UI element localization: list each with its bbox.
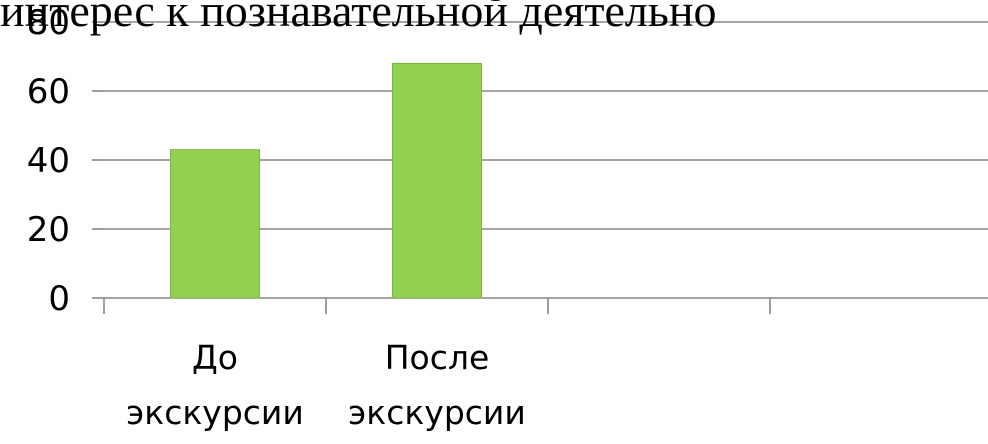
y-tick-label: 80: [27, 3, 70, 43]
x-category-label: экскурсии: [126, 393, 304, 432]
x-category-label: До: [192, 338, 238, 377]
x-category-label: После: [385, 338, 490, 377]
y-tick-label: 40: [27, 141, 70, 181]
x-category-label: экскурсии: [348, 393, 526, 432]
bar: [170, 149, 260, 299]
y-tick-label: 20: [27, 210, 70, 250]
bars: [170, 62, 482, 299]
chart-title: интерес к познавательной деятельно: [0, 0, 716, 36]
y-tick-labels: 0 20 40 60 80: [27, 3, 70, 319]
y-tick-label: 0: [48, 279, 70, 319]
x-category-labels: До экскурсии После экскурсии: [126, 338, 526, 432]
y-tick-label: 60: [27, 72, 70, 112]
bar: [392, 62, 482, 299]
